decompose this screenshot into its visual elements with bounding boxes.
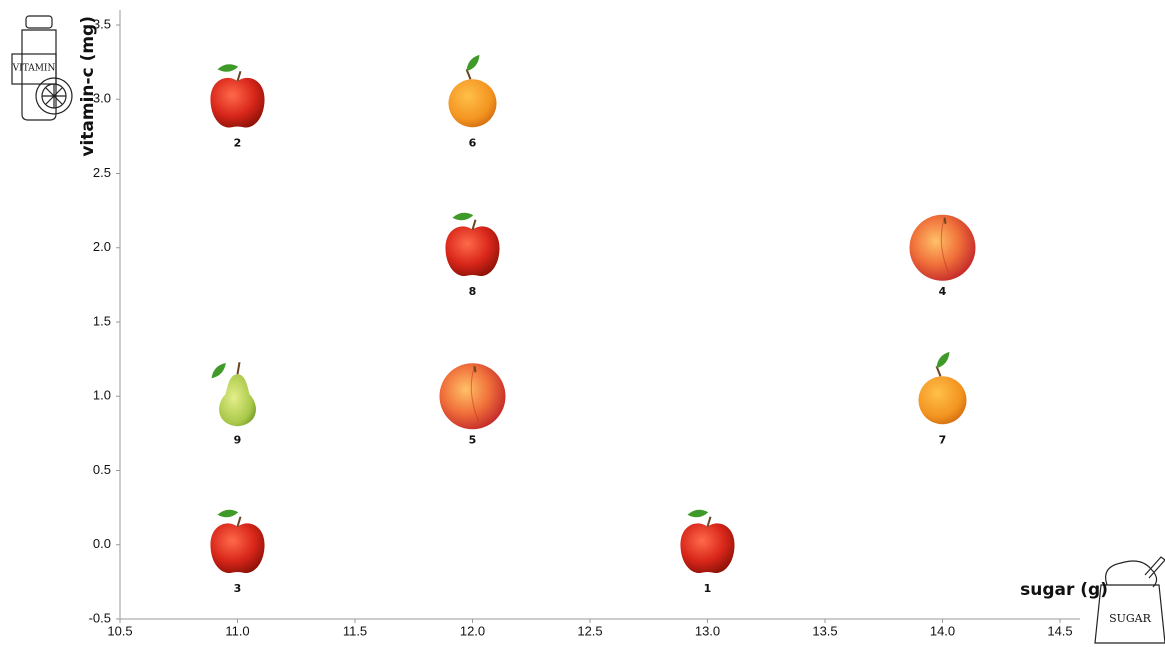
- x-tick-label: 11.5: [343, 623, 367, 638]
- y-tick-label: 0.0: [93, 536, 111, 551]
- leaf: [687, 509, 709, 518]
- vitamin-icon: VITAMIN: [11, 15, 73, 121]
- crease: [940, 217, 949, 273]
- crease: [470, 366, 479, 422]
- y-tick-label: 1.5: [93, 313, 111, 328]
- x-tick-label: 10.5: [107, 623, 132, 638]
- y-tick-label: 3.5: [93, 16, 111, 31]
- y-tick-label: -0.5: [89, 610, 111, 625]
- point-label: 6: [469, 136, 477, 149]
- leaf: [211, 363, 226, 379]
- sugar-icon: SUGAR: [1094, 556, 1165, 644]
- svg-text:SUGAR: SUGAR: [1109, 612, 1152, 625]
- stem: [236, 516, 242, 528]
- apple-body: [445, 226, 500, 277]
- point-label: 9: [234, 433, 242, 446]
- data-point: [918, 351, 967, 425]
- x-tick-label: 11.0: [225, 623, 249, 638]
- pear-body: [219, 374, 256, 427]
- data-point: [211, 362, 256, 427]
- y-tick-label: 2.5: [93, 165, 111, 180]
- y-tick-label: 3.0: [93, 91, 111, 106]
- x-tick-label: 14.5: [1047, 623, 1072, 638]
- y-axis-title: vitamin-c (mg): [78, 16, 98, 157]
- x-tick-label: 12.0: [460, 623, 485, 638]
- x-tick-label: 13.5: [812, 623, 837, 638]
- peach-body: [909, 214, 976, 281]
- data-point: [445, 212, 500, 277]
- svg-text:VITAMIN: VITAMIN: [12, 64, 56, 74]
- data-point: [210, 64, 265, 128]
- leaf: [466, 54, 480, 72]
- point-label: 3: [234, 582, 242, 595]
- x-axis-title: sugar (g): [1020, 580, 1108, 600]
- x-tick-label: 13.0: [695, 623, 720, 638]
- stem: [236, 362, 241, 375]
- data-point: [210, 509, 265, 574]
- point-label: 7: [939, 433, 947, 446]
- data-point: [680, 509, 735, 574]
- orange-body: [448, 79, 497, 128]
- data-point: [448, 54, 497, 128]
- point-label: 4: [939, 285, 947, 298]
- point-label: 2: [234, 136, 242, 149]
- apple-body: [210, 77, 265, 128]
- x-tick-label: 14.0: [930, 623, 955, 638]
- stem: [473, 366, 477, 373]
- x-tick-label: 12.5: [577, 623, 602, 638]
- apple-body: [210, 523, 265, 574]
- point-label: 5: [469, 433, 477, 446]
- leaf: [936, 351, 950, 369]
- point-label: 8: [469, 285, 477, 298]
- stem: [236, 70, 242, 82]
- y-tick-label: 0.5: [93, 462, 111, 477]
- leaf: [452, 212, 474, 221]
- data-point: [439, 363, 506, 430]
- peach-body: [439, 363, 506, 430]
- leaf: [217, 64, 239, 72]
- leaf: [217, 509, 239, 518]
- stem: [943, 217, 947, 224]
- point-label: 1: [704, 582, 712, 595]
- y-tick-label: 2.0: [93, 239, 111, 254]
- apple-body: [680, 523, 735, 574]
- stem: [471, 219, 477, 231]
- y-tick-label: 1.0: [93, 388, 111, 403]
- data-point: [909, 214, 976, 281]
- orange-body: [918, 376, 967, 425]
- stem: [706, 516, 712, 528]
